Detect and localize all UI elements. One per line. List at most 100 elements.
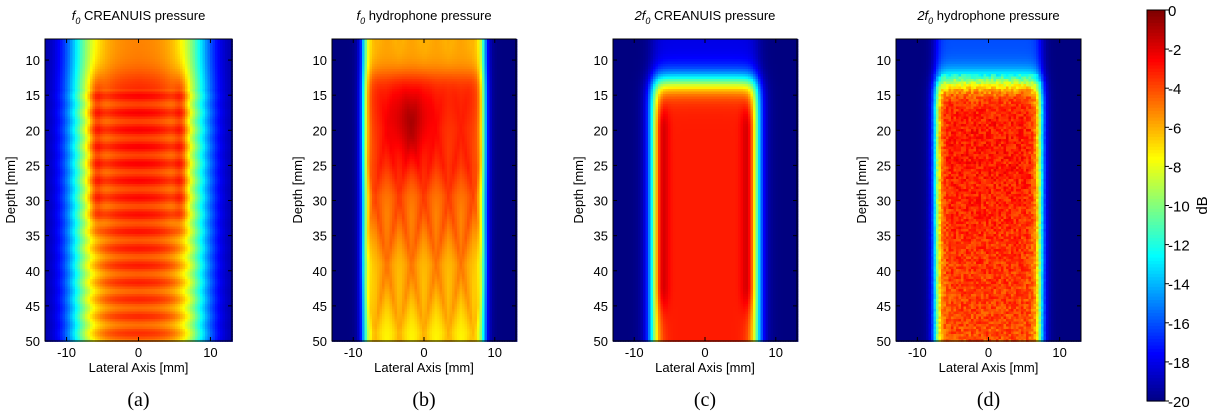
heatmap-cell <box>160 77 163 80</box>
heatmap-cell <box>53 189 56 192</box>
heatmap-cell <box>128 174 131 177</box>
heatmap-cell <box>73 167 76 170</box>
heatmap-cell <box>83 119 86 122</box>
heatmap-cell <box>208 177 211 180</box>
heatmap-cell <box>163 109 166 112</box>
heatmap-cell <box>163 82 166 85</box>
heatmap-cell <box>98 174 101 177</box>
heatmap-cell <box>178 62 181 65</box>
heatmap-cell <box>73 102 76 105</box>
heatmap-cell <box>198 129 201 132</box>
heatmap-cell <box>200 77 203 80</box>
heatmap-cell <box>128 162 131 165</box>
heatmap-cell <box>145 179 148 182</box>
heatmap-cell <box>180 192 183 195</box>
heatmap-cell <box>95 174 98 177</box>
heatmap-cell <box>138 109 141 112</box>
heatmap-cell <box>120 172 123 175</box>
heatmap-cell <box>85 87 88 90</box>
heatmap-cell <box>223 82 226 85</box>
heatmap-cell <box>108 67 111 70</box>
heatmap-cell <box>78 124 81 127</box>
heatmap-cell <box>65 162 68 165</box>
heatmap-cell <box>165 74 168 77</box>
heatmap-cell <box>70 47 73 50</box>
heatmap-cell <box>205 117 208 120</box>
heatmap-cell <box>118 172 121 175</box>
heatmap-cell <box>53 182 56 185</box>
heatmap-cell <box>190 149 193 152</box>
heatmap-cell <box>95 74 98 77</box>
heatmap-cells <box>45 39 233 342</box>
heatmap-cell <box>108 127 111 130</box>
heatmap-cell <box>220 119 223 122</box>
heatmap-cell <box>140 162 143 165</box>
heatmap-cell <box>113 69 116 72</box>
heatmap-cell <box>85 42 88 45</box>
heatmap-cell <box>135 124 138 127</box>
heatmap-cell <box>223 92 226 95</box>
heatmap-cell <box>170 47 173 50</box>
heatmap-cell <box>153 119 156 122</box>
heatmap-cell <box>105 159 108 162</box>
heatmap-cell <box>145 79 148 82</box>
heatmap-cell <box>68 164 71 167</box>
heatmap-cell <box>148 74 151 77</box>
heatmap-cell <box>203 134 206 137</box>
heatmap-cell <box>150 142 153 145</box>
heatmap-cell <box>198 99 201 102</box>
heatmap-cell <box>135 84 138 87</box>
heatmap-cell <box>108 114 111 117</box>
heatmap-cell <box>183 179 186 182</box>
heatmap-cell <box>140 52 143 55</box>
heatmap-cell <box>178 122 181 125</box>
heatmap-cell <box>123 94 126 97</box>
heatmap-cell <box>130 194 133 197</box>
heatmap-cell <box>80 109 83 112</box>
heatmap-cell <box>185 179 188 182</box>
heatmap-cell <box>108 184 111 187</box>
heatmap-cell <box>185 47 188 50</box>
heatmap-cell <box>153 49 156 52</box>
heatmap-cell <box>228 97 231 100</box>
heatmap-cell <box>103 177 106 180</box>
heatmap-cell <box>125 137 128 140</box>
heatmap-cell <box>83 187 86 190</box>
heatmap-cell <box>145 192 148 195</box>
heatmap-cell <box>98 149 101 152</box>
heatmap-cell <box>143 42 146 45</box>
heatmap-cell <box>138 127 141 130</box>
heatmap-cell <box>73 42 76 45</box>
heatmap-cell <box>170 192 173 195</box>
heatmap-cell <box>118 59 121 62</box>
heatmap-cell <box>213 189 216 192</box>
heatmap-cell <box>60 137 63 140</box>
heatmap-cell <box>153 187 156 190</box>
heatmap-cell <box>78 182 81 185</box>
heatmap-cell <box>168 134 171 137</box>
heatmap-cell <box>188 92 191 95</box>
heatmap-cell <box>163 92 166 95</box>
heatmap-cell <box>55 144 58 147</box>
heatmap-cell <box>225 54 228 57</box>
heatmap-cell <box>200 99 203 102</box>
heatmap-cell <box>118 124 121 127</box>
heatmap-cell <box>175 87 178 90</box>
heatmap-cell <box>208 52 211 55</box>
heatmap-cell <box>68 189 71 192</box>
heatmap-cell <box>120 159 123 162</box>
heatmap-cell <box>108 87 111 90</box>
heatmap-cell <box>195 59 198 62</box>
heatmap-cell <box>210 57 213 60</box>
heatmap-cell <box>155 64 158 67</box>
heatmap-cell <box>190 94 193 97</box>
heatmap-cell <box>205 187 208 190</box>
heatmap-cell <box>50 172 53 175</box>
heatmap-cell <box>60 97 63 100</box>
heatmap-cell <box>138 72 141 75</box>
heatmap-cell <box>88 194 91 197</box>
heatmap-cell <box>210 164 213 167</box>
heatmap-cell <box>205 132 208 135</box>
heatmap-cell <box>58 102 61 105</box>
heatmap-cell <box>65 154 68 157</box>
